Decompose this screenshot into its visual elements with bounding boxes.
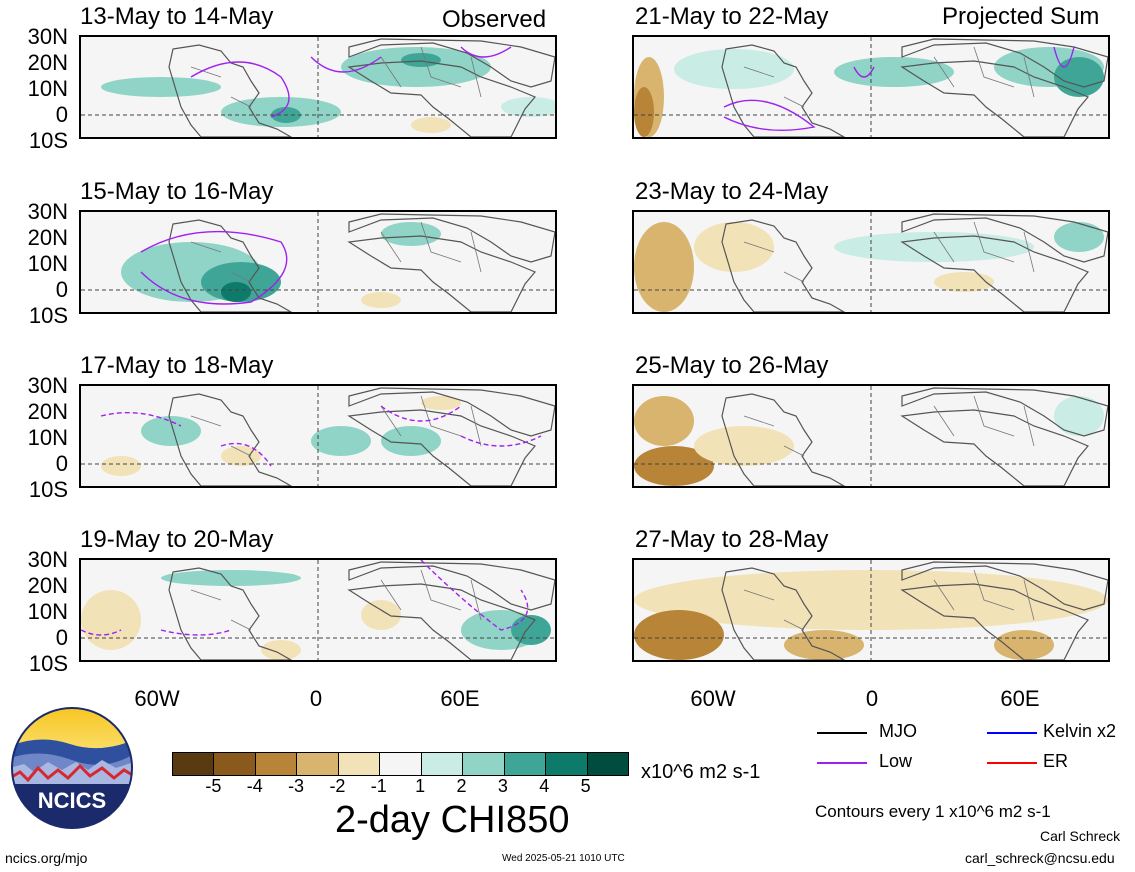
map-panel-observed-2 — [79, 210, 557, 314]
lat-label: 10S — [28, 303, 68, 328]
map-panel-projected-1 — [632, 35, 1110, 139]
map-panel-observed-4 — [79, 558, 557, 662]
colorbar-swatch — [254, 753, 297, 775]
url-text[interactable]: ncics.org/mjo — [5, 850, 88, 866]
panel-title: 27-May to 28-May — [635, 526, 829, 553]
lat-label: 0 — [55, 625, 68, 650]
lat-label: 20N — [27, 399, 68, 424]
colorbar-tick-label: -4 — [246, 776, 263, 796]
panel-title: 17-May to 18-May — [80, 352, 274, 379]
author: Carl Schreck — [1040, 828, 1121, 844]
legend-mjo-line — [817, 732, 867, 734]
legend-mjo-label: MJO — [879, 721, 917, 741]
colorbar-tick-label: -3 — [288, 776, 305, 796]
colorbar-tick-label: -5 — [205, 776, 222, 796]
lat-label: 0 — [55, 451, 68, 476]
lat-label: 0 — [55, 102, 68, 127]
colorbar-tick-label: -1 — [370, 776, 387, 796]
lat-label: 30N — [27, 199, 68, 224]
colorbar-tick-label: 3 — [497, 776, 508, 796]
lat-label: 0 — [55, 277, 68, 302]
legend-er-label: ER — [1043, 751, 1069, 771]
lat-label: 10N — [27, 251, 68, 276]
lat-label: 30N — [27, 373, 68, 398]
panel-title: 21-May to 22-May — [635, 3, 829, 30]
lon-label-0: 0 — [865, 686, 879, 711]
colorbar — [172, 752, 629, 776]
contour-note: Contours every 1 x10^6 m2 s-1 — [815, 802, 1051, 821]
lat-label: 10N — [27, 425, 68, 450]
logo-text: NCICS — [37, 788, 107, 813]
colorbar-tick-label: 4 — [539, 776, 550, 796]
legend-low-label: Low — [879, 751, 913, 771]
colorbar-tick-label: 2 — [456, 776, 467, 796]
legend: MJO Kelvin x2 Low ER — [817, 722, 1117, 782]
colorbar-tick-label: 5 — [580, 776, 591, 796]
colorbar-swatch — [173, 753, 214, 775]
colorbar-units: x10^6 m2 s-1 — [641, 761, 761, 783]
panel-title: 15-May to 16-May — [80, 178, 274, 205]
lat-label: 20N — [27, 50, 68, 75]
map-panel-observed-1 — [79, 35, 557, 139]
colorbar-swatch — [462, 753, 504, 775]
colorbar-tick-label: 1 — [415, 776, 426, 796]
map-panel-projected-2 — [632, 210, 1110, 314]
legend-low-line — [817, 762, 867, 764]
colorbar-title: 2-day CHI850 — [335, 799, 570, 841]
lat-label: 10S — [28, 651, 68, 676]
panel-title: 23-May to 24-May — [635, 178, 829, 205]
lon-label-0: 0 — [309, 686, 323, 711]
lat-label: 30N — [27, 547, 68, 572]
map-panel-projected-4 — [632, 558, 1110, 662]
lon-label-60e: 60E — [440, 686, 480, 711]
panel-title: 13-May to 14-May — [80, 3, 274, 30]
colorbar-tick-label: -2 — [329, 776, 346, 796]
lat-label: 30N — [27, 24, 68, 49]
lat-label: 10S — [28, 477, 68, 502]
legend-kelvin-line — [987, 732, 1037, 734]
lat-label: 10N — [27, 76, 68, 101]
colorbar-swatch — [503, 753, 546, 775]
colorbar-swatch — [420, 753, 463, 775]
legend-kelvin-label: Kelvin x2 — [1043, 721, 1117, 741]
colorbar-swatch — [296, 753, 338, 775]
map-panel-projected-3 — [632, 384, 1110, 488]
legend-er-line — [987, 762, 1037, 764]
lon-label-60w: 60W — [134, 686, 180, 711]
lat-label: 20N — [27, 573, 68, 598]
map-panel-observed-3 — [79, 384, 557, 488]
lat-label: 20N — [27, 225, 68, 250]
lat-label: 10S — [28, 128, 68, 153]
panel-title: 25-May to 26-May — [635, 352, 829, 379]
colorbar-swatch — [337, 753, 380, 775]
lon-label-60w: 60W — [690, 686, 736, 711]
colorbar-swatch — [586, 753, 628, 775]
colorbar-swatch — [545, 753, 587, 775]
colorbar-swatch — [213, 753, 255, 775]
panel-title: 19-May to 20-May — [80, 526, 274, 553]
timestamp: Wed 2025-05-21 1010 UTC — [502, 853, 625, 864]
projected-sum-label: Projected Sum — [942, 3, 1100, 30]
ncics-logo: NCICS — [10, 706, 134, 830]
lat-label: 10N — [27, 599, 68, 624]
colorbar-swatch — [379, 753, 421, 775]
author-email[interactable]: carl_schreck@ncsu.edu — [965, 850, 1115, 866]
observed-label: Observed — [442, 6, 547, 33]
lon-label-60e: 60E — [1000, 686, 1040, 711]
